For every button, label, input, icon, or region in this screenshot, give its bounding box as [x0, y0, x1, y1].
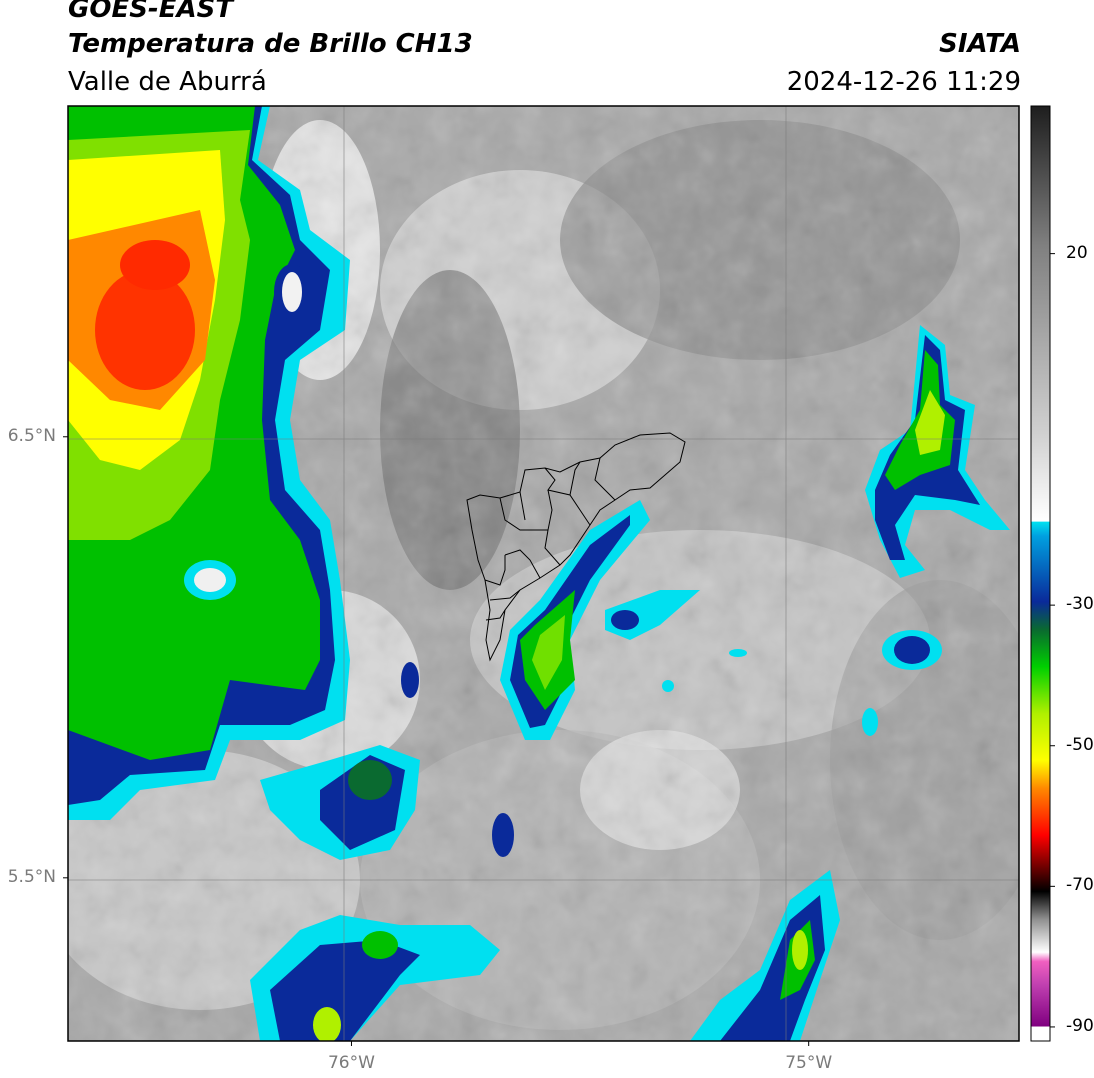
lat-tick-label: 5.5°N: [7, 866, 56, 887]
colorbar-tick-label: -30: [1066, 594, 1094, 615]
lon-tick-label: 75°W: [785, 1053, 833, 1073]
product-title: Temperatura de Brillo CH13: [68, 29, 473, 59]
agency-title: SIATA: [939, 29, 1021, 59]
municipal-boundaries: [466, 432, 686, 662]
colorbar-tick-label: -50: [1066, 734, 1094, 755]
lat-tick-label: 6.5°N: [7, 425, 56, 446]
map-frame: [67, 105, 1020, 1042]
lon-tick-label: 76°W: [327, 1053, 375, 1073]
colorbar: [1030, 105, 1055, 1042]
colorbar-tick-label: -90: [1066, 1015, 1094, 1036]
graticule: [68, 106, 1019, 1041]
satellite-title: GOES-EAST: [68, 0, 234, 24]
brightness-temperature-field: [68, 106, 1019, 1041]
colorbar-tick-label: -70: [1066, 875, 1094, 896]
datetime-label: 2024-12-26 11:29: [786, 67, 1021, 97]
colorbar-tick-label: 20: [1066, 242, 1088, 263]
region-label: Valle de Aburrá: [68, 67, 267, 97]
